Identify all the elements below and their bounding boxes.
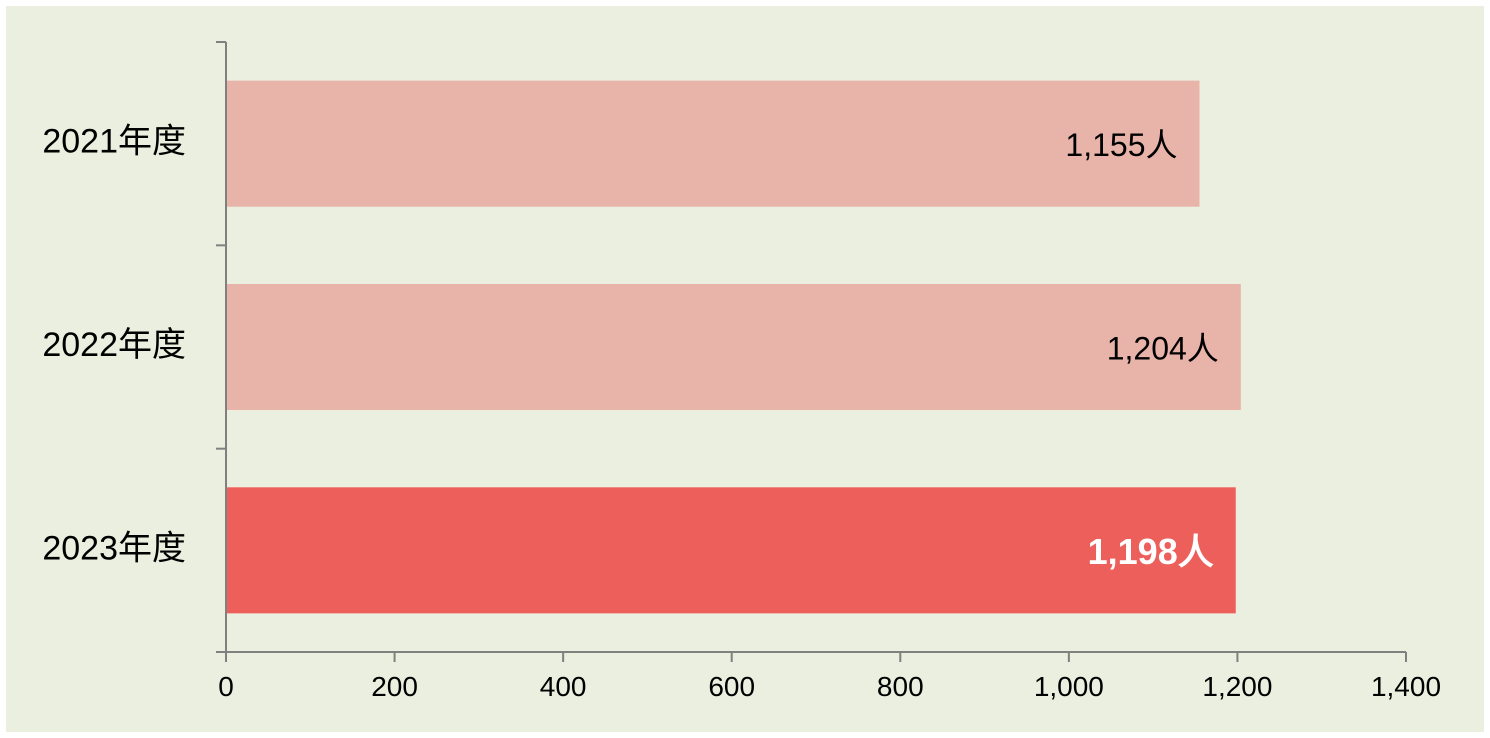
bar-chart: 2021年度 1,155人 2022年度 1,204人 2023年度 1,198人 0 200…	[6, 6, 1484, 732]
bar-2	[226, 283, 1241, 411]
category-label: 2023年度	[42, 529, 186, 567]
x-tick-label: 200	[371, 671, 418, 702]
category-label: 2022年度	[42, 326, 186, 364]
x-tick-label: 1,400	[1371, 671, 1441, 702]
data-label: 1,204人	[1107, 330, 1219, 366]
bar-1	[226, 80, 1200, 207]
x-tick-label: 0	[218, 671, 234, 702]
x-tick-label: 800	[877, 671, 924, 702]
x-tick-label: 1,000	[1034, 671, 1104, 702]
x-tick-label: 1,200	[1202, 671, 1272, 702]
data-label: 1,155人	[1065, 127, 1177, 163]
bar-3	[226, 487, 1236, 614]
data-label: 1,198人	[1088, 531, 1214, 572]
x-tick-label: 400	[540, 671, 587, 702]
x-tick-label: 600	[708, 671, 755, 702]
chart-area: 2021年度 1,155人 2022年度 1,204人 2023年度 1,198人 0 200…	[6, 6, 1484, 732]
category-label: 2021年度	[42, 123, 186, 161]
